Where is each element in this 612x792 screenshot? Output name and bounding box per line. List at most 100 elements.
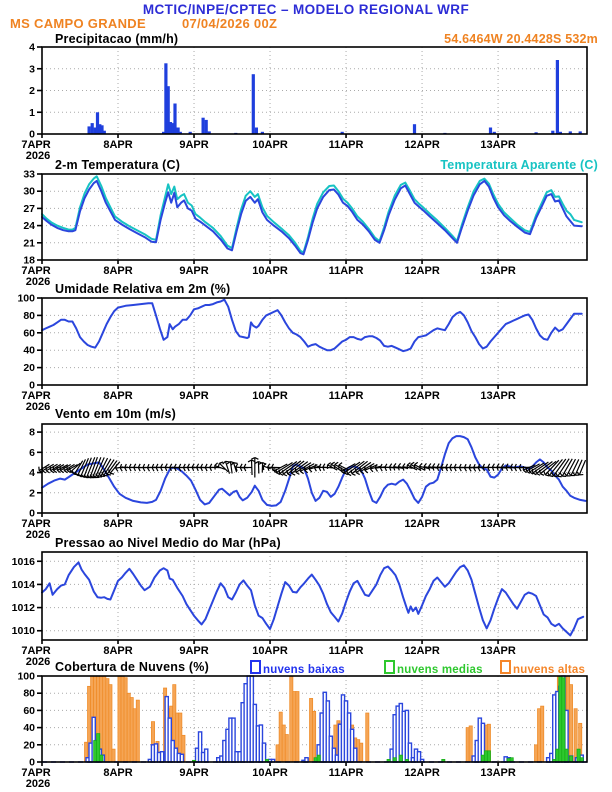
precipitation-title: Precipitacao (mm/h) <box>55 32 179 46</box>
svg-text:2026: 2026 <box>26 778 50 790</box>
svg-text:60: 60 <box>23 705 35 717</box>
svg-text:10APR: 10APR <box>252 390 288 402</box>
svg-text:8APR: 8APR <box>103 767 132 779</box>
svg-text:11APR: 11APR <box>329 265 364 277</box>
svg-text:3: 3 <box>29 63 35 75</box>
svg-text:7APR: 7APR <box>21 645 50 657</box>
svg-text:9APR: 9APR <box>179 139 208 151</box>
wind-title: Vento em 10m (m/s) <box>55 407 177 421</box>
svg-text:11APR: 11APR <box>329 767 364 779</box>
svg-text:11APR: 11APR <box>329 390 364 402</box>
svg-text:7APR: 7APR <box>21 390 50 402</box>
svg-text:24: 24 <box>23 220 35 232</box>
svg-text:13APR: 13APR <box>480 645 516 657</box>
svg-text:9APR: 9APR <box>179 645 208 657</box>
svg-text:7APR: 7APR <box>21 265 50 277</box>
svg-text:9APR: 9APR <box>179 265 208 277</box>
svg-text:4: 4 <box>29 42 35 54</box>
svg-text:13APR: 13APR <box>480 265 516 277</box>
svg-text:80: 80 <box>23 688 35 700</box>
svg-text:8APR: 8APR <box>103 265 132 277</box>
svg-text:20: 20 <box>23 739 35 751</box>
svg-text:11APR: 11APR <box>329 645 364 657</box>
svg-text:7APR: 7APR <box>21 767 50 779</box>
svg-text:7APR: 7APR <box>21 139 50 151</box>
low-clouds-swatch-icon <box>250 660 261 674</box>
svg-text:10APR: 10APR <box>252 645 288 657</box>
panel-clouds-header: Cobertura de Nuvens (%) nuvens baixas nu… <box>0 660 612 676</box>
svg-text:80: 80 <box>23 310 35 322</box>
run-datetime: 07/04/2026 00Z <box>181 16 278 31</box>
panel-humidity-header: Umidade Relativa em 2m (%) <box>0 282 612 296</box>
svg-text:0: 0 <box>29 508 35 520</box>
svg-text:13APR: 13APR <box>480 390 516 402</box>
svg-text:2: 2 <box>29 487 35 499</box>
svg-text:10APR: 10APR <box>252 767 288 779</box>
svg-text:1: 1 <box>29 107 35 119</box>
svg-text:9APR: 9APR <box>179 390 208 402</box>
svg-text:9APR: 9APR <box>179 518 208 530</box>
panel-precipitation-header: Precipitacao (mm/h) 54.6464W 20.4428S 53… <box>0 32 612 46</box>
svg-text:12APR: 12APR <box>404 265 440 277</box>
humidity-title: Umidade Relativa em 2m (%) <box>55 282 231 296</box>
svg-text:12APR: 12APR <box>404 390 440 402</box>
station-name: MS CAMPO GRANDE <box>10 16 146 31</box>
svg-text:1012: 1012 <box>12 602 36 614</box>
svg-text:8: 8 <box>29 427 35 439</box>
svg-text:2026: 2026 <box>26 529 50 541</box>
svg-text:30: 30 <box>23 186 35 198</box>
svg-text:2026: 2026 <box>26 656 50 668</box>
svg-text:12APR: 12APR <box>404 139 440 151</box>
svg-text:18: 18 <box>23 255 35 267</box>
svg-text:20: 20 <box>23 362 35 374</box>
svg-text:100: 100 <box>17 293 35 305</box>
station-header: MS CAMPO GRANDE 07/04/2026 00Z <box>10 16 277 31</box>
legend-low-clouds: nuvens baixas <box>250 660 345 676</box>
svg-text:9APR: 9APR <box>179 767 208 779</box>
clouds-title: Cobertura de Nuvens (%) <box>55 660 209 674</box>
svg-text:27: 27 <box>23 203 35 215</box>
svg-text:60: 60 <box>23 327 35 339</box>
svg-text:2026: 2026 <box>26 276 50 288</box>
svg-text:4: 4 <box>29 467 35 479</box>
svg-text:10APR: 10APR <box>252 265 288 277</box>
mid-clouds-swatch-icon <box>384 660 395 674</box>
svg-text:11APR: 11APR <box>329 518 364 530</box>
svg-text:10APR: 10APR <box>252 518 288 530</box>
apparent-temperature-title: Temperatura Aparente (C) <box>440 158 598 172</box>
svg-text:1016: 1016 <box>12 556 36 568</box>
pressure-title: Pressao ao Nivel Medio do Mar (hPa) <box>55 536 281 550</box>
svg-text:8APR: 8APR <box>103 390 132 402</box>
svg-text:13APR: 13APR <box>480 139 516 151</box>
svg-text:1014: 1014 <box>12 579 36 591</box>
legend-high-clouds: nuvens altas <box>500 660 585 676</box>
svg-text:13APR: 13APR <box>480 518 516 530</box>
svg-text:11APR: 11APR <box>329 139 364 151</box>
svg-text:40: 40 <box>23 345 35 357</box>
svg-text:100: 100 <box>17 671 35 683</box>
svg-text:10APR: 10APR <box>252 139 288 151</box>
svg-text:7APR: 7APR <box>21 518 50 530</box>
svg-text:0: 0 <box>29 129 35 141</box>
legend-mid-clouds: nuvens medias <box>384 660 483 676</box>
svg-text:0: 0 <box>29 380 35 392</box>
svg-text:6: 6 <box>29 447 35 459</box>
svg-text:0: 0 <box>29 757 35 769</box>
page-title: MCTIC/INPE/CPTEC – MODELO REGIONAL WRF <box>142 2 470 17</box>
panel-temperature-header: 2-m Temperatura (C) Temperatura Aparente… <box>0 158 612 172</box>
svg-text:33: 33 <box>23 169 35 181</box>
svg-text:8APR: 8APR <box>103 139 132 151</box>
svg-text:12APR: 12APR <box>404 767 440 779</box>
svg-text:8APR: 8APR <box>103 518 132 530</box>
svg-text:2: 2 <box>29 85 35 97</box>
svg-text:1010: 1010 <box>12 625 36 637</box>
svg-text:21: 21 <box>23 237 35 249</box>
high-clouds-swatch-icon <box>500 660 511 674</box>
panel-pressure-header: Pressao ao Nivel Medio do Mar (hPa) <box>0 536 612 550</box>
svg-text:2026: 2026 <box>26 401 50 413</box>
svg-text:12APR: 12APR <box>404 645 440 657</box>
svg-text:2026: 2026 <box>26 150 50 162</box>
svg-text:40: 40 <box>23 722 35 734</box>
